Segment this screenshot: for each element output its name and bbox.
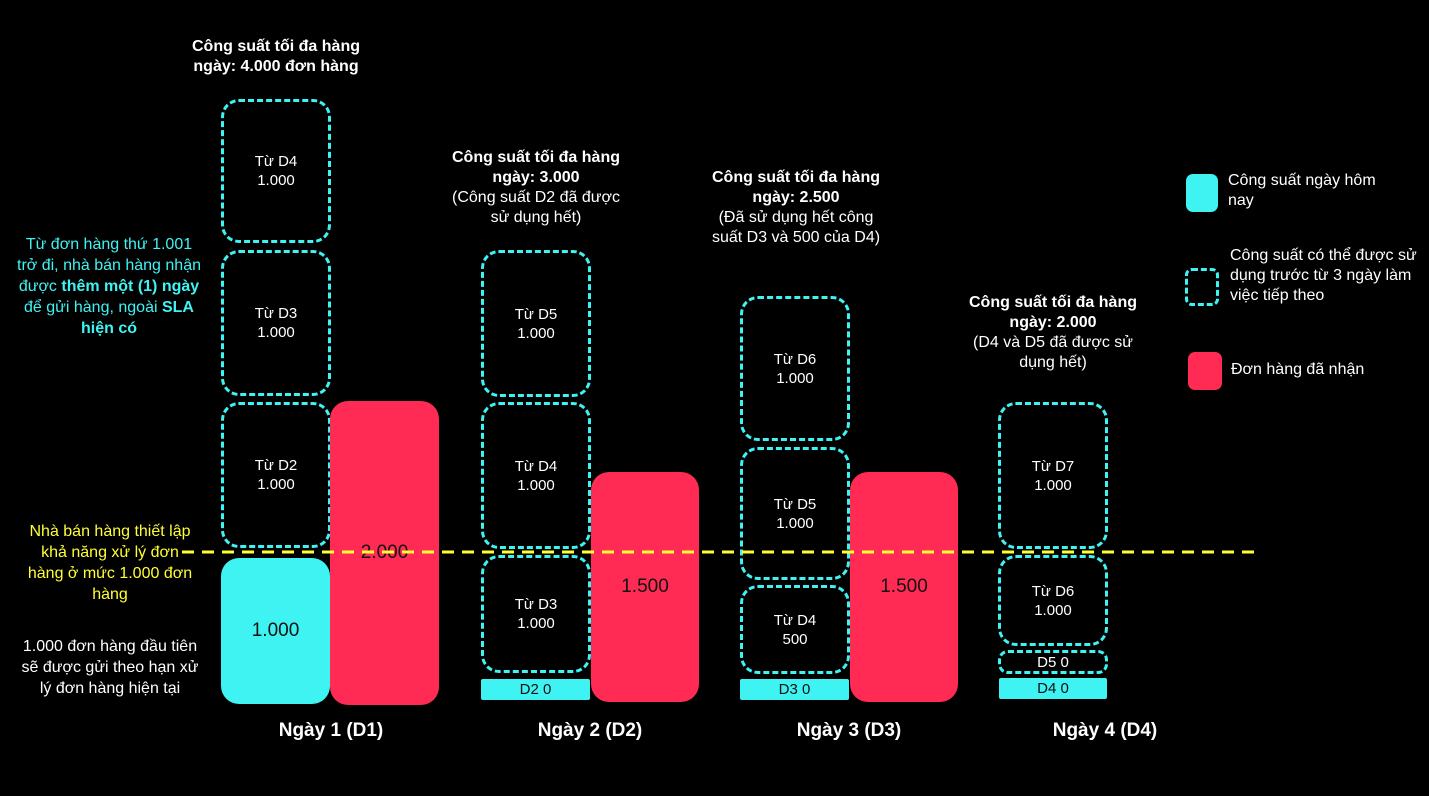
box-from: Từ D3 <box>254 305 298 322</box>
day1-borrowed-box: Từ D2 1.000 <box>221 402 331 548</box>
box-from: Từ D5 <box>514 305 558 323</box>
box-value: 1.000 <box>517 615 555 632</box>
day1-borrowed-box: Từ D4 1.000 <box>221 99 331 243</box>
box-from: Từ D6 <box>773 350 817 368</box>
box-value: 1.000 <box>517 476 555 494</box>
box-from: Từ D7 <box>1031 457 1075 475</box>
day1-title: Công suất tối đa hàng ngày: 4.000 đơn hà… <box>192 38 360 75</box>
legend-borrowed-label: Công suất có thể được sử dụng trước từ 3… <box>1230 247 1417 304</box>
box-from: Từ D4 <box>254 153 298 170</box>
day2-title: Công suất tối đa hàng ngày: 3.000 (Công s… <box>452 149 620 226</box>
day3-label: Ngày 3 (D3) <box>796 720 902 741</box>
day1-borrowed-box: Từ D3 1.000 <box>221 250 331 396</box>
day3-borrowed-box: Từ D4 500 <box>740 585 850 674</box>
box-value: 1.000 <box>776 369 814 387</box>
day1-label: Ngày 1 (D1) <box>278 720 384 741</box>
box-from: Từ D6 <box>1031 582 1075 600</box>
day4-title: Công suất tối đa hàng ngày: 2.000 (D4 và … <box>969 294 1137 371</box>
day4-d5-box: D5 0 <box>998 650 1108 674</box>
day2-borrowed-box: Từ D5 1.000 <box>481 250 591 397</box>
box-value: 1.000 <box>1034 601 1072 619</box>
day3-borrowed-box: Từ D6 1.000 <box>740 296 850 441</box>
legend-today-label: Công suất ngày hôm nay <box>1228 172 1376 209</box>
day1-today-capacity: 1.000 <box>221 558 330 704</box>
box-value: 1.000 <box>517 324 555 342</box>
legend-today-swatch <box>1186 174 1218 212</box>
day4-label: Ngày 4 (D4) <box>1052 720 1158 741</box>
box-value: 1.000 <box>257 476 295 493</box>
first-orders-note: 1.000 đơn hàng đầu tiên sẽ được gửi theo… <box>21 638 199 697</box>
box-from: Từ D4 <box>514 457 558 475</box>
day4-borrowed-box: Từ D7 1.000 <box>998 402 1108 549</box>
day3-orders-bar: 1.500 <box>850 472 958 702</box>
box-value: 1.000 <box>257 324 295 341</box>
day3-today-capacity: D3 0 <box>740 679 849 700</box>
legend-orders-swatch <box>1188 352 1222 390</box>
day3-title: Công suất tối đa hàng ngày: 2.500 (Đã sử … <box>711 169 881 246</box>
day4-today-capacity: D4 0 <box>999 678 1107 699</box>
day4-borrowed-box: Từ D6 1.000 <box>998 555 1108 646</box>
capacity-setting-note: Nhà bán hàng thiết lập khả năng xử lý đơ… <box>27 523 193 603</box>
box-from: Từ D3 <box>514 596 558 613</box>
day2-borrowed-box: Từ D3 1.000 <box>481 555 591 673</box>
box-from: Từ D4 <box>773 611 817 629</box>
box-value: 1.000 <box>776 514 814 532</box>
box-value: 500 <box>782 630 808 648</box>
legend-borrowed-swatch <box>1185 268 1219 306</box>
box-value: 1.000 <box>1034 476 1072 494</box>
legend-orders-label: Đơn hàng đã nhận <box>1231 361 1365 378</box>
day2-orders-bar: 1.500 <box>591 472 699 702</box>
box-from: Từ D2 <box>254 457 298 474</box>
day2-borrowed-box: Từ D4 1.000 <box>481 402 591 549</box>
box-value: 1.000 <box>257 172 295 189</box>
extra-day-note: Từ đơn hàng thứ 1.001 trở đi, nhà bán hà… <box>17 236 201 337</box>
day2-label: Ngày 2 (D2) <box>537 720 643 741</box>
day2-today-capacity: D2 0 <box>481 679 590 700</box>
day3-borrowed-box: Từ D5 1.000 <box>740 447 850 580</box>
box-from: Từ D5 <box>773 495 817 513</box>
